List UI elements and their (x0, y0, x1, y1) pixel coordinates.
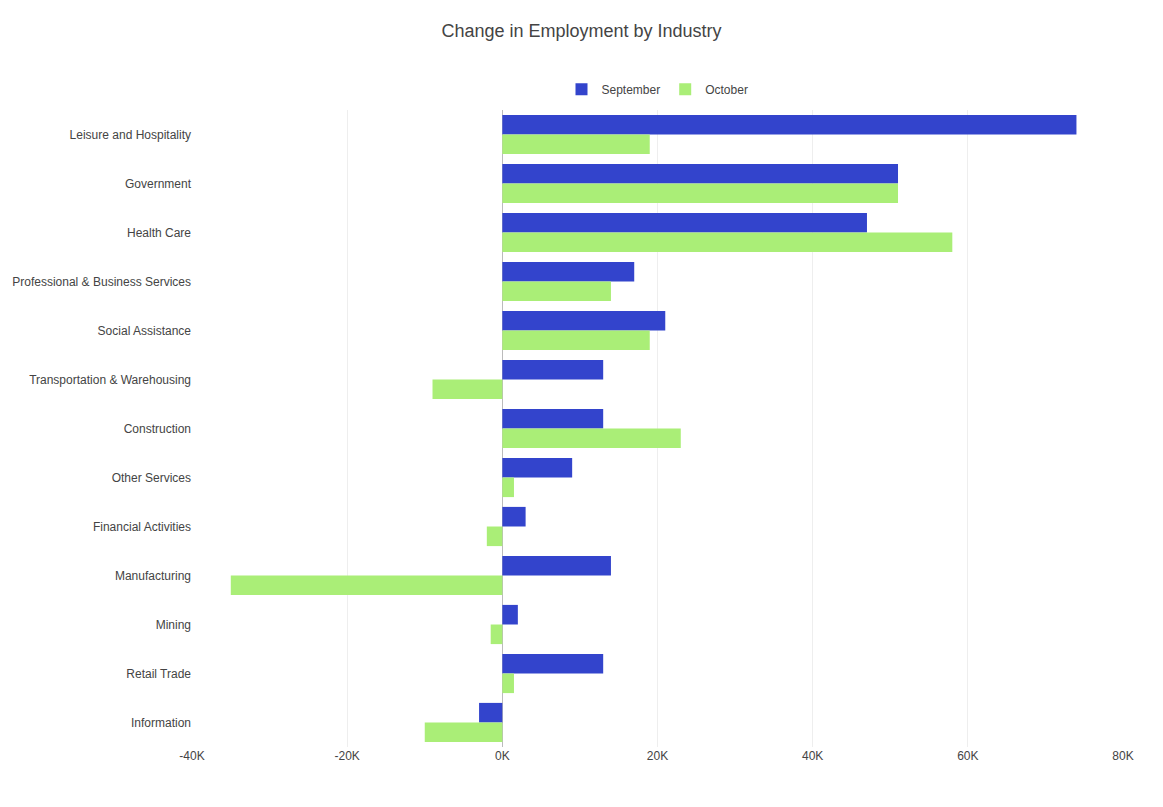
svg-text:Health Care: Health Care (127, 226, 191, 240)
svg-text:80K: 80K (1112, 749, 1133, 763)
svg-text:Change in Employment by Indust: Change in Employment by Industry (441, 21, 721, 41)
svg-text:Transportation & Warehousing: Transportation & Warehousing (29, 373, 191, 387)
svg-text:September: September (602, 83, 661, 97)
svg-text:Information: Information (131, 716, 191, 730)
svg-text:Mining: Mining (156, 618, 191, 632)
svg-text:-40K: -40K (179, 749, 204, 763)
svg-text:60K: 60K (957, 749, 978, 763)
svg-text:0K: 0K (495, 749, 510, 763)
svg-text:40K: 40K (802, 749, 823, 763)
svg-text:Leisure and Hospitality: Leisure and Hospitality (70, 128, 191, 142)
svg-text:October: October (705, 83, 748, 97)
svg-text:Social Assistance: Social Assistance (98, 324, 192, 338)
svg-text:-20K: -20K (334, 749, 359, 763)
svg-text:Construction: Construction (124, 422, 191, 436)
svg-text:Financial Activities: Financial Activities (93, 520, 191, 534)
svg-text:20K: 20K (647, 749, 668, 763)
svg-text:Retail Trade: Retail Trade (126, 667, 191, 681)
svg-text:Professional & Business Servic: Professional & Business Services (12, 275, 191, 289)
svg-text:Manufacturing: Manufacturing (115, 569, 191, 583)
svg-text:Government: Government (125, 177, 192, 191)
svg-text:Other Services: Other Services (112, 471, 191, 485)
